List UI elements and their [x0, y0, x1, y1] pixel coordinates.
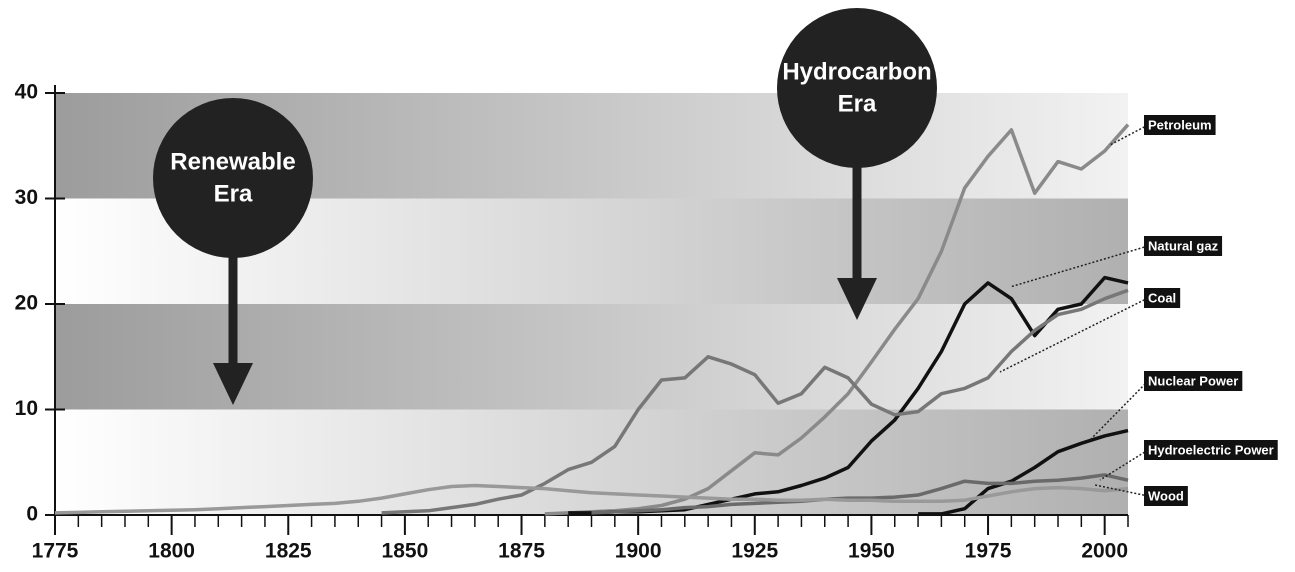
legend-label: Coal [1148, 290, 1176, 305]
legend-label: Wood [1148, 488, 1184, 503]
legend-box [1144, 236, 1223, 256]
x-tick-label: 1900 [615, 540, 662, 563]
series-line [918, 428, 1129, 516]
y-tick-label: 0 [26, 503, 38, 526]
era-label: Era [838, 90, 877, 117]
x-tick-label: 1975 [965, 540, 1012, 563]
y-tick-label: 30 [15, 186, 38, 209]
legend-box [1144, 486, 1188, 506]
x-tick-label: 1850 [382, 540, 429, 563]
x-tick-label: 1800 [148, 540, 195, 563]
y-tick-label: 40 [15, 81, 38, 104]
legend-label: Petroleum [1148, 117, 1212, 132]
x-tick-label: 1925 [731, 540, 778, 563]
leader-line [999, 297, 1149, 373]
leader-line [1094, 484, 1149, 497]
y-tick-label: 10 [15, 397, 38, 420]
band [55, 304, 1128, 410]
legend-box [1144, 440, 1278, 460]
x-tick-label: 1875 [498, 540, 545, 563]
leader-line [1099, 449, 1149, 481]
legend-label: Hydroelectric Power [1148, 442, 1274, 457]
x-tick-label: 1825 [265, 540, 312, 563]
era-label: Renewable [170, 148, 295, 175]
x-tick-label: 1950 [848, 540, 895, 563]
x-tick-label: 2000 [1081, 540, 1128, 563]
era-circle [153, 98, 313, 258]
arrow-head [213, 363, 253, 405]
series-line [544, 123, 1130, 516]
leader-line [1089, 380, 1149, 441]
legend-box [1144, 288, 1181, 308]
series-line [591, 473, 1129, 515]
legend-box [1144, 371, 1243, 391]
era-circle [777, 8, 937, 168]
arrow-head [837, 278, 877, 320]
legend-box [1144, 115, 1216, 135]
x-tick-label: 1775 [32, 540, 79, 563]
legend-label: Natural gaz [1148, 238, 1219, 253]
leader-line [1109, 124, 1149, 146]
series-line [54, 483, 1129, 515]
era-label: Era [214, 180, 253, 207]
era-label: Hydrocarbon [782, 58, 931, 85]
y-tick-label: 20 [15, 292, 38, 315]
legend-label: Nuclear Power [1148, 373, 1238, 388]
series-line [381, 288, 1129, 515]
